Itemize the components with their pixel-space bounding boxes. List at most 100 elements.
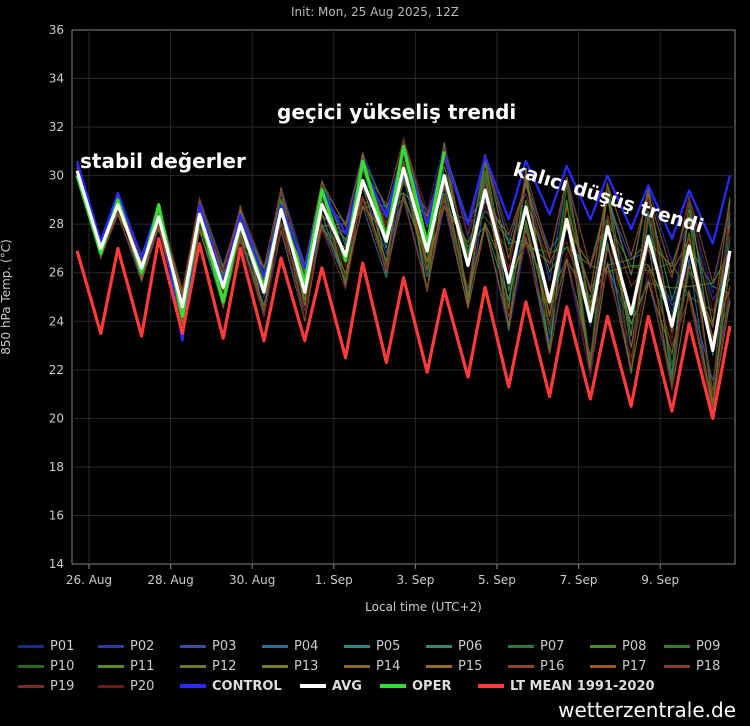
x-axis-title: Local time (UTC+2): [365, 600, 482, 614]
legend-label: P05: [376, 638, 401, 654]
legend-swatch: [98, 644, 124, 648]
legend-label: P15: [458, 658, 483, 674]
legend-swatch: [98, 684, 124, 688]
x-tick-label: 30. Aug: [229, 573, 275, 587]
legend-item: P19: [18, 678, 74, 694]
legend-label: P02: [130, 638, 155, 654]
legend-label: P11: [130, 658, 155, 674]
legend-item: P01: [18, 638, 74, 654]
legend-label: P04: [294, 638, 319, 654]
y-tick-label: 36: [49, 23, 64, 37]
legend-item: P14: [344, 658, 400, 674]
x-tick-label: 3. Sep: [396, 573, 434, 587]
legend-item: P12: [180, 658, 236, 674]
legend-swatch: [478, 684, 504, 688]
legend-label: P06: [458, 638, 483, 654]
legend-swatch: [300, 684, 326, 688]
legend-swatch: [18, 684, 44, 688]
credit-text: wetterzentrale.de: [558, 698, 736, 722]
annotation-temporary-rise: geçici yükseliş trendi: [277, 100, 516, 124]
legend-swatch: [98, 664, 124, 668]
legend-item: P13: [262, 658, 318, 674]
y-tick-label: 28: [49, 217, 64, 231]
legend-swatch: [380, 684, 406, 688]
legend-label: CONTROL: [212, 678, 282, 694]
y-tick-label: 18: [49, 460, 64, 474]
series-line-lt-mean-1991-2020: [75, 237, 732, 420]
legend-swatch: [426, 664, 452, 668]
legend-swatch: [508, 644, 534, 648]
legend-item: P10: [18, 658, 74, 674]
legend-item: P20: [98, 678, 154, 694]
x-tick-label: 7. Sep: [560, 573, 598, 587]
legend-swatch: [590, 644, 616, 648]
legend-swatch: [180, 644, 206, 648]
legend-swatch: [590, 664, 616, 668]
series-line-p19: [76, 147, 731, 396]
legend-label: P07: [540, 638, 565, 654]
y-tick-label: 24: [49, 314, 64, 328]
legend-swatch: [262, 644, 288, 648]
legend-swatch: [508, 664, 534, 668]
chart: Init: Mon, 25 Aug 2025, 12Z 14 16 18 20 22 24 2…: [0, 5, 736, 614]
legend-item: OPER: [380, 678, 451, 694]
y-tick-label: 14: [49, 557, 64, 571]
y-tick-label: 20: [49, 411, 64, 425]
x-tick-label: 26. Aug: [66, 573, 112, 587]
chart-title: Init: Mon, 25 Aug 2025, 12Z: [291, 5, 459, 19]
legend-label: P08: [622, 638, 647, 654]
x-tick-label: 9. Sep: [641, 573, 679, 587]
legend-label: P10: [50, 658, 75, 674]
x-tick-label: 5. Sep: [478, 573, 516, 587]
legend-item: P05: [344, 638, 400, 654]
legend-label: P01: [50, 638, 75, 654]
legend-item: P11: [98, 658, 154, 674]
y-tick-label: 22: [49, 363, 64, 377]
legend-swatch: [426, 644, 452, 648]
legend-swatch: [180, 684, 206, 688]
legend-label: P03: [212, 638, 237, 654]
y-tick-label: 26: [49, 266, 64, 280]
legend-item: CONTROL: [180, 678, 282, 694]
legend-item: P15: [426, 658, 482, 674]
legend-label: P18: [696, 658, 721, 674]
legend-label: OPER: [412, 678, 452, 694]
legend-item: P17: [590, 658, 646, 674]
y-tick-label: 32: [49, 120, 64, 134]
legend-item: LT MEAN 1991-2020: [478, 678, 655, 694]
legend-label: P14: [376, 658, 401, 674]
series-line-p15: [76, 154, 731, 372]
legend-label: P12: [212, 658, 237, 674]
legend-item: P06: [426, 638, 482, 654]
legend-label: P17: [622, 658, 647, 674]
series-line-avg: [75, 166, 732, 352]
y-tick-label: 30: [49, 169, 64, 183]
legend-swatch: [262, 664, 288, 668]
legend-label: P09: [696, 638, 721, 654]
legend-swatch: [344, 664, 370, 668]
legend-label: LT MEAN 1991-2020: [510, 678, 655, 694]
legend-swatch: [344, 644, 370, 648]
y-axis-title: 850 hPa Temp. (°C): [0, 239, 13, 355]
x-tick-label: 28. Aug: [147, 573, 193, 587]
annotation-stable: stabil değerler: [80, 149, 246, 173]
legend-swatch: [180, 664, 206, 668]
legend-label: P16: [540, 658, 565, 674]
legend-item: P03: [180, 638, 236, 654]
legend-item: P09: [664, 638, 720, 654]
legend-swatch: [18, 644, 44, 648]
legend-item: P16: [508, 658, 564, 674]
x-tick-label: 1. Sep: [315, 573, 353, 587]
legend-swatch: [18, 664, 44, 668]
legend-item: P08: [590, 638, 646, 654]
legend-item: P02: [98, 638, 154, 654]
legend-item: P18: [664, 658, 720, 674]
legend-label: AVG: [332, 678, 362, 694]
legend-label: P13: [294, 658, 319, 674]
legend-label: P20: [130, 678, 155, 694]
y-tick-label: 16: [49, 508, 64, 522]
legend-item: AVG: [300, 678, 362, 694]
legend-swatch: [664, 644, 690, 648]
legend-label: P19: [50, 678, 75, 694]
legend-item: P04: [262, 638, 318, 654]
